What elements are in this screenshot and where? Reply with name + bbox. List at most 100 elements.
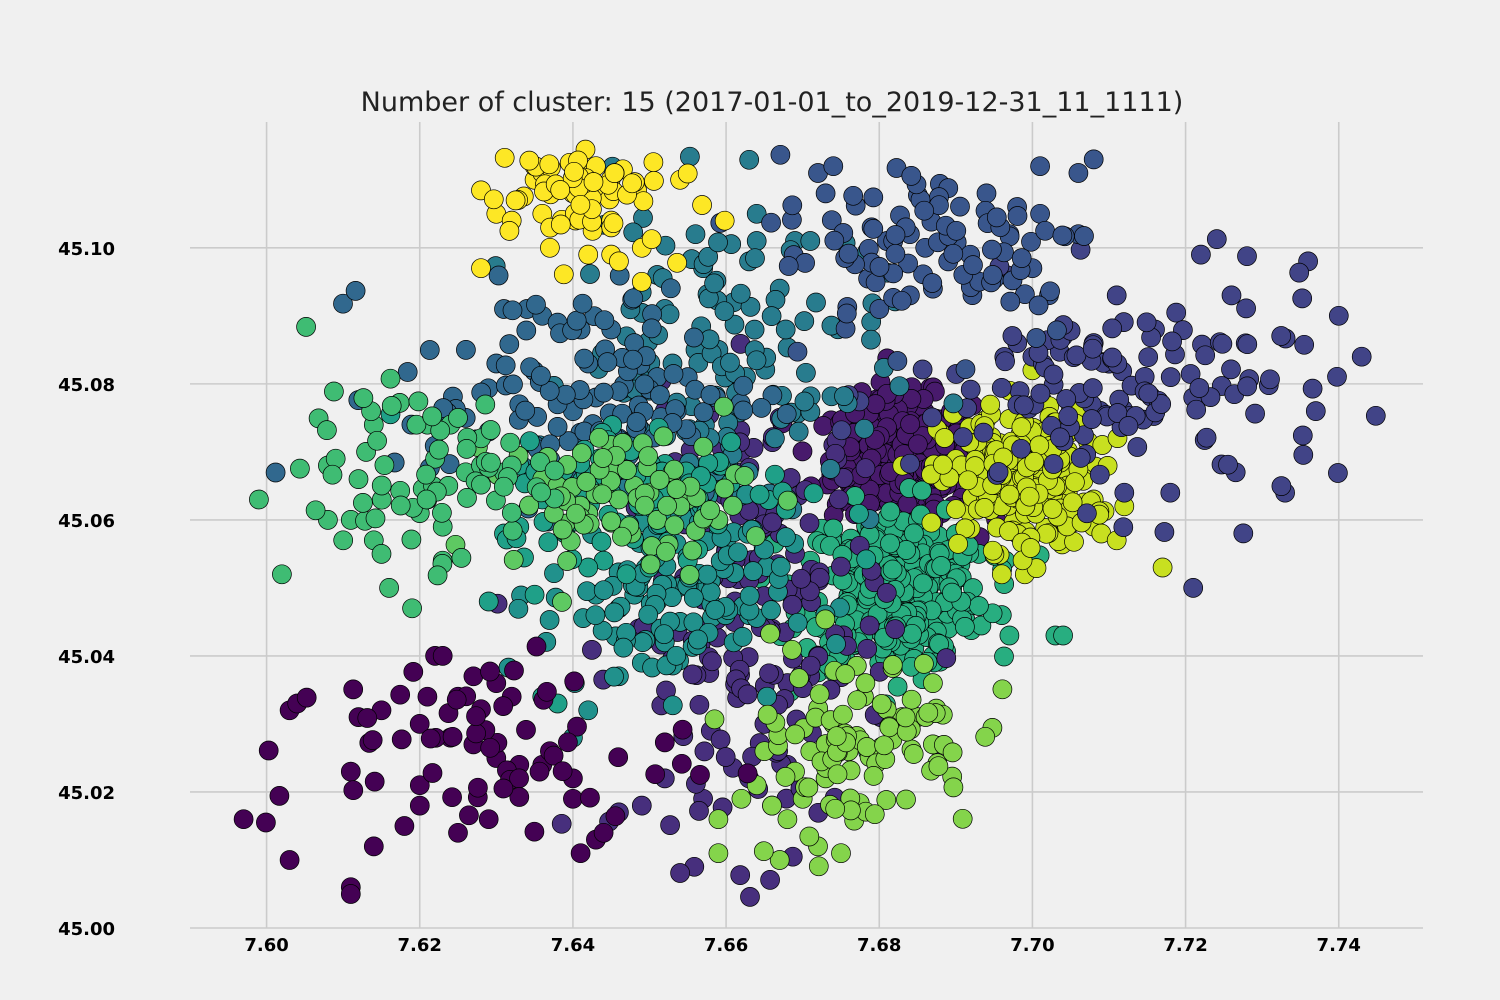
scatter-point-cluster-6 (761, 306, 782, 326)
scatter-point-cluster-12 (864, 804, 885, 825)
scatter-point-cluster-5 (733, 375, 754, 396)
scatter-point-cluster-10 (290, 458, 310, 479)
scatter-point-cluster-8 (765, 464, 785, 485)
scatter-point-cluster-0 (537, 681, 557, 702)
scatter-point-cluster-3 (1195, 345, 1216, 366)
scatter-point-cluster-5 (663, 364, 684, 384)
scatter-point-cluster-3 (1166, 302, 1187, 323)
scatter-point-cluster-3 (1289, 262, 1310, 283)
scatter-point-cluster-0 (442, 727, 463, 747)
scatter-point-cluster-8 (749, 484, 770, 505)
scatter-point-cluster-7 (776, 527, 796, 547)
scatter-point-cluster-0 (516, 720, 536, 740)
scatter-point-cluster-6 (714, 301, 735, 322)
scatter-point-cluster-0 (420, 728, 441, 749)
scatter-point-cluster-3 (1043, 454, 1064, 474)
scatter-point-cluster-3 (1305, 401, 1326, 421)
scatter-point-cluster-4 (869, 257, 890, 277)
scatter-point-cluster-13 (982, 540, 1003, 561)
scatter-point-cluster-10 (402, 598, 422, 619)
scatter-point-cluster-12 (785, 724, 805, 745)
scatter-point-cluster-14 (622, 173, 642, 194)
scatter-point-cluster-2 (791, 568, 811, 589)
scatter-point-cluster-6 (765, 290, 786, 310)
scatter-point-cluster-12 (731, 788, 752, 809)
scatter-point-cluster-14 (677, 163, 698, 184)
scatter-point-cluster-3 (1327, 366, 1347, 387)
scatter-point-cluster-3 (1260, 369, 1280, 390)
scatter-point-cluster-12 (835, 664, 856, 684)
scatter-point-cluster-4 (922, 273, 943, 293)
scatter-point-cluster-3 (1011, 438, 1031, 459)
scatter-point-cluster-12 (815, 609, 836, 630)
scatter-point-cluster-13 (1011, 417, 1032, 437)
scatter-point-cluster-7 (654, 624, 674, 645)
scatter-point-cluster-10 (371, 475, 392, 496)
scatter-point-cluster-3 (1082, 378, 1103, 398)
scatter-point-cluster-8 (538, 532, 559, 553)
scatter-point-cluster-10 (416, 489, 437, 510)
scatter-point-cluster-12 (831, 843, 851, 864)
scatter-point-cluster-10 (531, 482, 551, 503)
scatter-point-cluster-14 (631, 271, 652, 292)
scatter-point-cluster-5 (419, 340, 440, 360)
scatter-point-cluster-0 (362, 730, 383, 750)
scatter-point-cluster-4 (976, 183, 997, 204)
scatter-point-cluster-9 (1053, 625, 1073, 646)
scatter-point-cluster-3 (1151, 394, 1172, 414)
scatter-point-cluster-13 (999, 484, 1020, 505)
scatter-point-cluster-2 (800, 655, 821, 676)
scatter-point-cluster-5 (574, 348, 595, 369)
scatter-point-cluster-5 (397, 362, 418, 382)
scatter-point-cluster-5 (597, 352, 618, 372)
scatter-point-cluster-11 (552, 592, 572, 612)
scatter-point-cluster-12 (856, 737, 877, 757)
scatter-point-cluster-8 (616, 564, 637, 585)
scatter-point-cluster-14 (483, 189, 504, 210)
scatter-point-cluster-14 (540, 237, 560, 258)
scatter-point-cluster-12 (896, 789, 916, 810)
x-tick-label: 7.74 (1317, 935, 1361, 956)
scatter-point-cluster-2 (859, 615, 880, 636)
scatter-point-cluster-5 (776, 404, 797, 424)
scatter-point-cluster-2 (760, 870, 780, 890)
scatter-point-cluster-4 (891, 290, 912, 311)
scatter-point-cluster-9 (994, 646, 1014, 667)
scatter-point-cluster-13 (1042, 499, 1063, 519)
scatter-point-cluster-8 (721, 432, 742, 452)
scatter-point-cluster-3 (1365, 405, 1386, 426)
scatter-point-cluster-0 (256, 812, 276, 833)
scatter-point-cluster-0 (480, 661, 500, 682)
scatter-point-cluster-4 (1007, 206, 1028, 226)
scatter-point-cluster-0 (403, 662, 424, 682)
x-axis-ticks: 7.60 7.62 7.64 7.66 7.68 7.70 7.72 7.74 (244, 935, 1361, 956)
scatter-point-cluster-4 (1074, 226, 1094, 246)
scatter-point-cluster-12 (825, 798, 846, 819)
scatter-point-cluster-6 (834, 386, 854, 406)
scatter-point-cluster-12 (871, 694, 892, 714)
scatter-point-cluster-5 (456, 340, 476, 360)
x-tick-label: 7.70 (1010, 935, 1054, 956)
scatter-point-cluster-0 (468, 777, 488, 798)
scatter-point-cluster-3 (912, 359, 933, 380)
scatter-point-cluster-10 (379, 578, 399, 598)
scatter-point-cluster-10 (448, 408, 468, 428)
scatter-point-cluster-12 (943, 777, 964, 798)
scatter-point-cluster-2 (831, 556, 851, 577)
scatter-point-cluster-7 (585, 605, 606, 626)
scatter-point-cluster-0 (524, 821, 545, 842)
scatter-point-cluster-3 (1070, 448, 1091, 468)
scatter-point-cluster-14 (471, 258, 491, 279)
scatter-point-cluster-12 (918, 702, 939, 723)
scatter-point-cluster-5 (566, 310, 587, 331)
scatter-point-cluster-11 (734, 466, 755, 486)
scatter-point-cluster-3 (1271, 326, 1292, 346)
scatter-point-cluster-11 (589, 427, 609, 448)
scatter-point-cluster-5 (502, 300, 523, 321)
scatter-point-cluster-10 (480, 420, 501, 440)
scatter-point-cluster-12 (798, 777, 819, 798)
scatter-point-cluster-2 (740, 887, 760, 907)
scatter-point-cluster-4 (982, 265, 1003, 285)
